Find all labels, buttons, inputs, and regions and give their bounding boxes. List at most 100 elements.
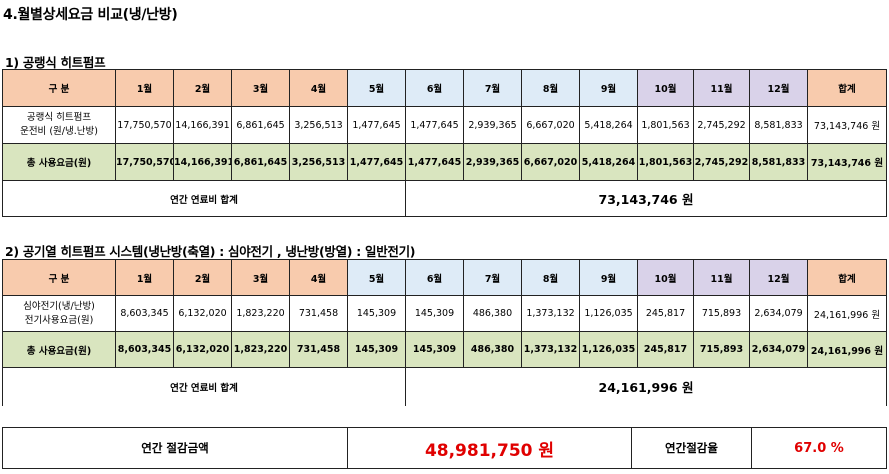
value-cell: 145,309 <box>405 331 464 368</box>
header-cell-month: 10월 <box>637 69 694 107</box>
header-cell-month: 5월 <box>347 69 406 107</box>
row-label-line: 공랭식 히트펌프 <box>26 112 92 123</box>
value-cell: 1,373,132 <box>521 295 580 332</box>
value-cell: 17,750,570 <box>115 143 174 181</box>
value-cell: 2,745,292 <box>693 106 750 144</box>
value-cell: 2,939,365 <box>463 106 522 144</box>
value-cell: 486,380 <box>463 331 522 368</box>
header-cell-month: 2월 <box>173 69 232 107</box>
row-label: 총 사용요금(원) <box>2 331 116 368</box>
row-label: 총 사용요금(원) <box>2 143 116 181</box>
value-cell: 2,745,292 <box>693 143 750 181</box>
section2-heading: 2) 공기열 히트펌프 시스템(냉난방(축열) : 심야전기 , 냉난방(방열)… <box>5 244 416 259</box>
row-label-line: 심야전기(냉/난방) <box>23 300 95 312</box>
annual-total-label: 연간 연료비 합계 <box>2 367 406 406</box>
header-cell-month: 1월 <box>115 69 174 107</box>
value-cell: 1,373,132 <box>521 331 580 368</box>
row-label-line: 운전비 (원/냉.난방) <box>20 126 98 137</box>
value-cell: 1,801,563 <box>637 143 694 181</box>
value-cell: 245,817 <box>637 331 694 368</box>
value-cell: 1,477,645 <box>405 143 464 181</box>
section1-table: 구 분 1월 2월 3월 4월 5월 6월 7월 8월 9월 10월 11월 1… <box>2 69 887 217</box>
value-cell: 73,143,746 원 <box>807 106 887 144</box>
table-row: 공랭식 히트펌프 운전비 (원/냉.난방) 17,750,570 14,166,… <box>2 106 887 144</box>
value-cell: 6,132,020 <box>173 331 232 368</box>
savings-rate-label: 연간절감율 <box>631 427 752 469</box>
header-cell-month: 11월 <box>693 69 750 107</box>
table-header-row: 구 분 1월 2월 3월 4월 5월 6월 7월 8월 9월 10월 11월 1… <box>2 259 887 296</box>
table-row-total: 총 사용요금(원) 8,603,345 6,132,020 1,823,220 … <box>2 331 887 368</box>
value-cell: 6,667,020 <box>521 143 580 181</box>
value-cell: 1,477,645 <box>347 106 406 144</box>
value-cell: 2,634,079 <box>749 331 808 368</box>
annual-total-value: 73,143,746 원 <box>405 180 887 217</box>
value-cell: 14,166,391 <box>173 106 232 144</box>
value-cell: 5,418,264 <box>579 106 638 144</box>
row-label: 심야전기(냉/난방) 전기사용요금(원) <box>2 295 116 332</box>
value-cell: 8,581,833 <box>749 143 808 181</box>
value-cell: 1,823,220 <box>231 295 290 332</box>
value-cell: 1,126,035 <box>579 331 638 368</box>
value-cell: 1,477,645 <box>405 106 464 144</box>
table-row-total: 총 사용요금(원) 17,750,570 14,166,391 6,861,64… <box>2 143 887 181</box>
value-cell: 8,581,833 <box>749 106 808 144</box>
value-cell: 24,161,996 원 <box>807 331 887 368</box>
section2-table: 구 분 1월 2월 3월 4월 5월 6월 7월 8월 9월 10월 11월 1… <box>2 259 887 406</box>
value-cell: 6,132,020 <box>173 295 232 332</box>
annual-total-row: 연간 연료비 합계 24,161,996 원 <box>2 367 887 406</box>
header-cell-month: 9월 <box>579 259 638 296</box>
value-cell: 715,893 <box>693 295 750 332</box>
header-cell-category: 구 분 <box>2 259 116 296</box>
header-cell-month: 12월 <box>749 259 808 296</box>
header-cell-month: 2월 <box>173 259 232 296</box>
header-cell-month: 7월 <box>463 259 522 296</box>
header-cell-category: 구 분 <box>2 69 116 107</box>
table-row: 심야전기(냉/난방) 전기사용요금(원) 8,603,345 6,132,020… <box>2 295 887 332</box>
value-cell: 2,634,079 <box>749 295 808 332</box>
value-cell: 6,861,645 <box>231 106 290 144</box>
value-cell: 715,893 <box>693 331 750 368</box>
value-cell: 24,161,996 원 <box>807 295 887 332</box>
header-cell-month: 3월 <box>231 259 290 296</box>
value-cell: 731,458 <box>289 295 348 332</box>
value-cell: 3,256,513 <box>289 143 348 181</box>
header-cell-month: 7월 <box>463 69 522 107</box>
header-cell-month: 6월 <box>405 69 464 107</box>
annual-savings-value: 48,981,750 원 <box>347 427 632 469</box>
annual-total-label: 연간 연료비 합계 <box>2 180 406 217</box>
savings-rate-value: 67.0 % <box>751 427 887 469</box>
annual-savings-label: 연간 절감금액 <box>2 427 348 469</box>
header-cell-month: 4월 <box>289 69 348 107</box>
value-cell: 17,750,570 <box>115 106 174 144</box>
header-cell-month: 10월 <box>637 259 694 296</box>
header-cell-month: 1월 <box>115 259 174 296</box>
value-cell: 8,603,345 <box>115 295 174 332</box>
value-cell: 1,477,645 <box>347 143 406 181</box>
row-label-line: 전기사용요금(원) <box>24 314 94 326</box>
header-cell-total: 합계 <box>807 69 887 107</box>
header-cell-month: 12월 <box>749 69 808 107</box>
value-cell: 145,309 <box>405 295 464 332</box>
table-header-row: 구 분 1월 2월 3월 4월 5월 6월 7월 8월 9월 10월 11월 1… <box>2 69 887 107</box>
header-cell-month: 5월 <box>347 259 406 296</box>
section1-heading: 1) 공랭식 히트펌프 <box>5 55 106 70</box>
value-cell: 145,309 <box>347 331 406 368</box>
value-cell: 5,418,264 <box>579 143 638 181</box>
header-cell-month: 8월 <box>521 69 580 107</box>
savings-summary: 연간 절감금액 48,981,750 원 연간절감율 67.0 % <box>2 427 887 469</box>
value-cell: 8,603,345 <box>115 331 174 368</box>
header-cell-month: 4월 <box>289 259 348 296</box>
header-cell-total: 합계 <box>807 259 887 296</box>
value-cell: 731,458 <box>289 331 348 368</box>
annual-total-value: 24,161,996 원 <box>405 367 887 406</box>
row-label: 공랭식 히트펌프 운전비 (원/냉.난방) <box>2 106 116 144</box>
value-cell: 245,817 <box>637 295 694 332</box>
header-cell-month: 6월 <box>405 259 464 296</box>
value-cell: 2,939,365 <box>463 143 522 181</box>
header-cell-month: 11월 <box>693 259 750 296</box>
value-cell: 486,380 <box>463 295 522 332</box>
value-cell: 1,801,563 <box>637 106 694 144</box>
value-cell: 3,256,513 <box>289 106 348 144</box>
value-cell: 145,309 <box>347 295 406 332</box>
value-cell: 1,823,220 <box>231 331 290 368</box>
